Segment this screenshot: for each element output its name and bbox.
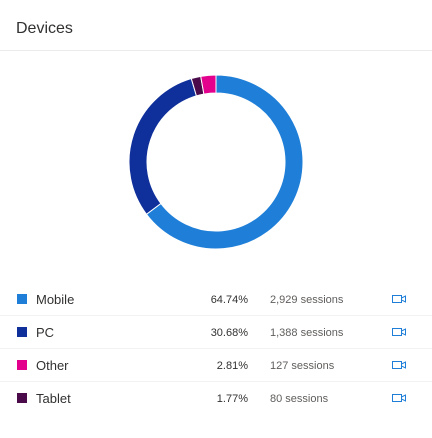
card-header: Devices — [0, 0, 432, 51]
legend-sessions: 1,388 sessions — [270, 327, 344, 339]
legend-swatch-pc — [17, 327, 27, 337]
video-icon[interactable] — [390, 325, 408, 339]
video-icon[interactable] — [390, 358, 408, 372]
legend-row-mobile: Mobile 64.74% 2,929 sessions — [0, 283, 432, 316]
legend-swatch-other — [17, 360, 27, 370]
legend-row-other: Other 2.81% 127 sessions — [0, 349, 432, 382]
video-icon[interactable] — [390, 391, 408, 405]
donut-slice-other[interactable] — [200, 74, 217, 95]
legend-label: Tablet — [36, 391, 71, 406]
legend-row-tablet: Tablet 1.77% 80 sessions — [0, 382, 432, 415]
donut-slice-mobile[interactable] — [145, 74, 304, 250]
card-title: Devices — [16, 20, 73, 37]
device-legend: Mobile 64.74% 2,929 sessions PC 30.68% 1… — [0, 283, 432, 415]
legend-label: PC — [36, 325, 55, 340]
legend-label: Mobile — [36, 292, 75, 307]
video-icon[interactable] — [390, 292, 408, 306]
legend-label: Other — [36, 358, 69, 373]
legend-percent: 30.68% — [210, 327, 248, 339]
legend-sessions: 127 sessions — [270, 360, 335, 372]
legend-swatch-mobile — [17, 294, 27, 304]
legend-percent: 2.81% — [216, 360, 248, 372]
legend-percent: 1.77% — [216, 393, 248, 405]
donut-chart-svg — [128, 74, 304, 250]
legend-sessions: 2,929 sessions — [270, 294, 344, 306]
donut-slice-pc[interactable] — [128, 77, 198, 215]
legend-swatch-tablet — [17, 393, 27, 403]
legend-row-pc: PC 30.68% 1,388 sessions — [0, 316, 432, 349]
legend-percent: 64.74% — [210, 294, 248, 306]
donut-chart — [0, 51, 432, 271]
legend-sessions: 80 sessions — [270, 393, 329, 405]
